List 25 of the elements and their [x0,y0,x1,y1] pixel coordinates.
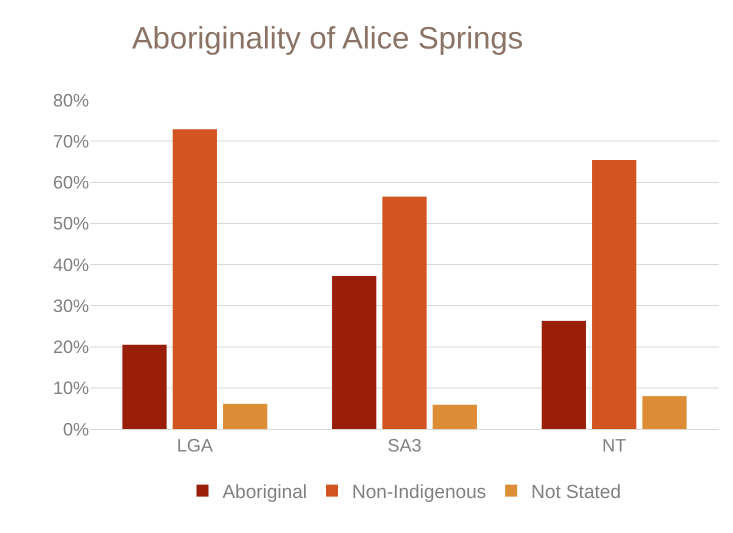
bar [432,404,477,429]
x-tick-label: NT [602,436,626,456]
bar [223,404,268,429]
bar [382,196,427,429]
legend-label: Not Stated [531,482,621,504]
bar [122,344,167,429]
y-tick-label: 20% [52,337,89,358]
legend-label: Non-Indigenous [352,482,486,504]
y-tick-label: 60% [52,172,89,193]
y-tick-label: 80% [52,90,89,110]
bar [172,129,217,429]
y-tick-label: 10% [52,378,89,398]
bar [332,276,376,429]
y-tick-label: 70% [52,131,89,152]
x-tick-label: SA3 [387,436,422,456]
bar [642,396,687,429]
y-tick-label: 30% [52,296,89,316]
bar [542,320,586,429]
bar [592,160,636,429]
y-tick-label: 0% [62,419,89,440]
y-tick-label: 40% [52,254,89,275]
y-tick-label: 50% [52,214,89,234]
x-tick-label: LGA [176,436,213,456]
legend-label: Aboriginal [222,482,307,504]
chart-title: Aboriginality of Alice Springs [132,20,524,56]
